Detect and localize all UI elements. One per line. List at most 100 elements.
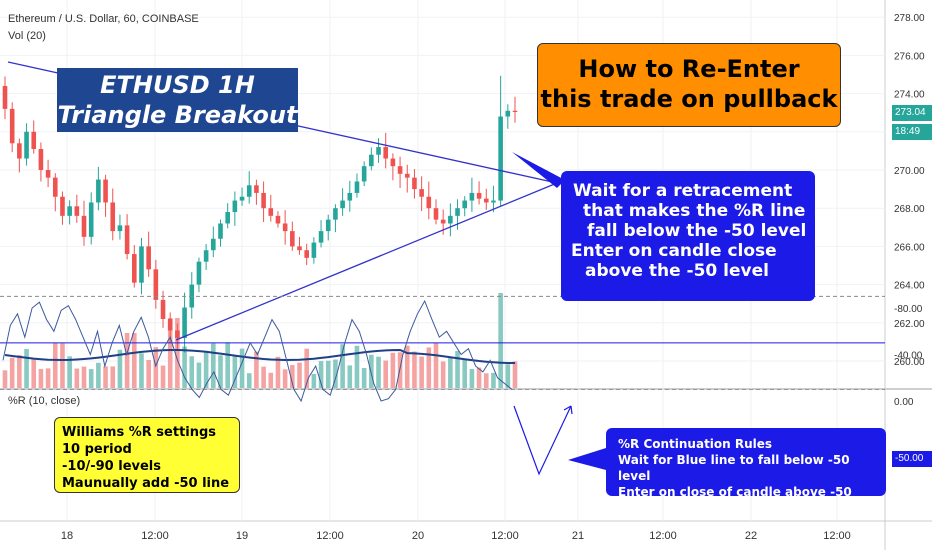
x-tick-label: 12:00	[649, 530, 677, 542]
volume-bar	[110, 366, 116, 388]
callout-arrow	[512, 152, 565, 188]
candle-body	[440, 219, 446, 224]
candle-body	[412, 177, 417, 190]
settings-line-3: -10/-90 levels	[62, 459, 162, 474]
candle-body	[275, 215, 281, 224]
candle-body	[88, 202, 94, 237]
volume-bar	[433, 342, 439, 388]
volume-bar	[469, 369, 475, 388]
y-tick-label: 266.00	[894, 242, 925, 253]
lower-trendline	[175, 182, 558, 341]
candle-body	[469, 192, 475, 201]
rules-line-2: Wait for Blue line to fall below -50 lev…	[618, 453, 850, 483]
candle-body	[103, 179, 108, 203]
volume-bar	[498, 293, 503, 388]
volume-bar	[38, 368, 44, 388]
candle-body	[290, 231, 295, 247]
x-tick-label: 21	[572, 530, 584, 542]
volume-bar	[131, 333, 137, 388]
candle-body	[498, 116, 503, 201]
volume-bar	[390, 352, 396, 388]
candle-body	[182, 307, 187, 339]
volume-bar	[318, 361, 324, 388]
volume-bar	[483, 373, 489, 388]
x-tick-label: 12:00	[141, 530, 169, 542]
volume-bar	[333, 359, 338, 388]
volume-bar	[103, 366, 108, 388]
projection-arrowhead	[563, 405, 573, 415]
candle-body	[124, 225, 130, 255]
volume-bar	[491, 372, 496, 388]
volume-bar	[512, 361, 518, 388]
volume-bar	[246, 373, 252, 388]
volume-bar	[361, 368, 367, 388]
wr-line	[2, 299, 513, 403]
volume-bar	[81, 366, 87, 388]
candle-body	[448, 215, 453, 224]
volume-bar	[412, 351, 417, 388]
volume-bar	[311, 373, 317, 388]
volume-bar	[275, 356, 281, 388]
candle-body	[17, 143, 22, 159]
y-tick-label: 270.00	[894, 166, 925, 177]
volume-bar	[325, 360, 331, 388]
volume-bar	[196, 362, 202, 388]
volume-bar	[225, 342, 230, 388]
candle-body	[139, 246, 144, 283]
candle-body	[232, 200, 238, 213]
candle-body	[297, 246, 302, 251]
candle-body	[462, 200, 468, 209]
x-tick-label: 12:00	[316, 530, 344, 542]
candle-body	[110, 202, 116, 232]
volume-bar	[52, 342, 58, 388]
settings-line-1: Williams %R settings	[62, 425, 217, 440]
volume-bar	[175, 318, 180, 388]
title-line-1: ETHUSD 1H	[100, 71, 255, 99]
candle-body	[31, 131, 37, 149]
volume-bar	[17, 355, 22, 388]
wr-tick-label: -40.00	[894, 351, 923, 362]
volume-bar	[124, 333, 130, 388]
volume-bar	[404, 345, 410, 388]
volume-bar	[153, 347, 159, 388]
candle-body	[369, 154, 374, 167]
candle-body	[225, 212, 230, 224]
candle-body	[361, 166, 367, 182]
volume-bar	[448, 357, 453, 388]
volume-bar	[74, 368, 80, 388]
volume-bar	[290, 365, 295, 388]
wr-tick-label: -80.00	[894, 304, 923, 315]
candle-body	[512, 110, 518, 112]
x-tick-label: 19	[236, 530, 248, 542]
volume-bar	[239, 348, 245, 388]
volume-bar	[505, 364, 511, 388]
candle-body	[383, 147, 389, 159]
candle-body	[60, 196, 65, 216]
retracement-line-4: Enter on candle close	[571, 241, 777, 261]
volume-bar	[354, 345, 360, 388]
candle-body	[218, 223, 223, 239]
candle-body	[419, 189, 424, 197]
title-annotation: ETHUSD 1H Triangle Breakout	[57, 68, 298, 132]
candle-body	[268, 208, 274, 216]
volume-bar	[268, 372, 274, 388]
candle-body	[52, 177, 58, 197]
volume-bar	[167, 318, 173, 388]
volume-bar	[455, 350, 460, 388]
volume-bar	[203, 352, 209, 388]
retracement-annotation: Wait for a retracement that makes the %R…	[561, 171, 815, 301]
candle-body	[131, 254, 137, 283]
volume-bar	[419, 356, 424, 388]
candle-body	[325, 219, 331, 232]
x-tick-label: 12:00	[491, 530, 519, 542]
projection-path	[513, 405, 572, 476]
volume-bar	[383, 360, 389, 388]
retracement-line-1: Wait for a retracement	[573, 181, 793, 201]
candle-body	[254, 185, 259, 193]
volume-bar	[297, 362, 302, 388]
volume-bar	[88, 369, 94, 388]
retracement-line-2: that makes the %R line	[583, 201, 806, 221]
rules-line-3: Enter on close of candle above -50 level	[618, 485, 852, 515]
candle-body	[153, 269, 159, 300]
volume-label: Vol (20)	[8, 30, 46, 42]
